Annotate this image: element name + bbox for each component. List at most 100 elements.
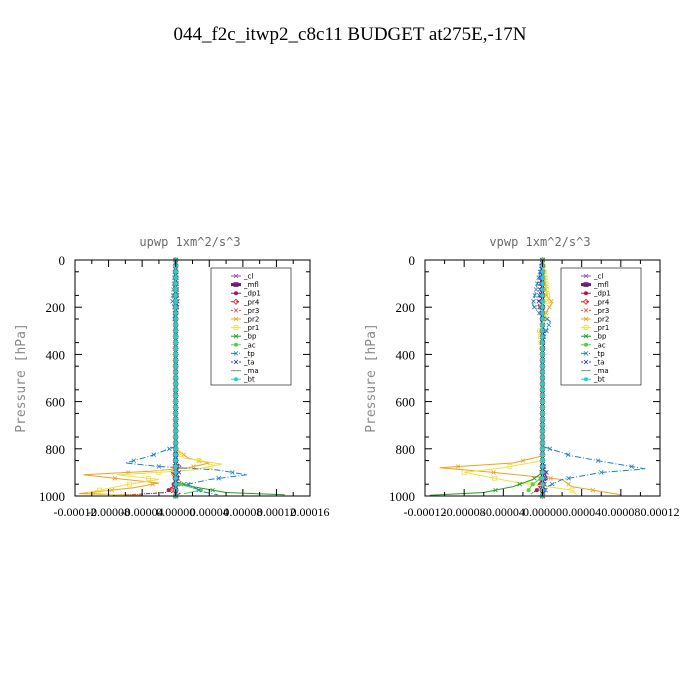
data-point bbox=[210, 487, 215, 493]
legend-marker bbox=[234, 291, 238, 296]
legend-label: _mfl bbox=[243, 281, 259, 289]
y-tick-label: 800 bbox=[46, 442, 66, 457]
legend-marker bbox=[233, 351, 239, 356]
data-point bbox=[531, 299, 536, 304]
data-point bbox=[540, 405, 545, 410]
data-point bbox=[540, 317, 545, 321]
data-point bbox=[540, 393, 545, 398]
legend-label: _cl bbox=[243, 273, 253, 281]
legend-marker bbox=[583, 359, 589, 365]
data-point bbox=[173, 293, 178, 298]
data-point bbox=[540, 435, 545, 439]
legend-label: _pr1 bbox=[243, 324, 259, 332]
data-point bbox=[196, 458, 202, 464]
data-point bbox=[491, 470, 496, 475]
data-point bbox=[540, 275, 545, 280]
legend-label: _ac bbox=[243, 341, 256, 349]
data-point bbox=[540, 358, 545, 363]
data-point bbox=[540, 476, 545, 481]
data-point bbox=[156, 464, 162, 469]
data-point bbox=[173, 322, 178, 327]
legend-label: _pr4 bbox=[243, 298, 260, 306]
x-tick-label: 0.00000 bbox=[523, 505, 562, 519]
data-point bbox=[565, 452, 571, 457]
y-tick-label: 1000 bbox=[39, 489, 65, 504]
data-point bbox=[191, 464, 196, 469]
data-point bbox=[540, 322, 545, 327]
data-point bbox=[540, 482, 545, 487]
data-point bbox=[170, 299, 175, 304]
series-line_pr2 bbox=[79, 260, 210, 496]
x-tick-label: 0.00004 bbox=[562, 505, 601, 519]
chart-panel-vpwp: vpwp 1xm^2/s^3 Pressure [hPa] 0 200 400 600 80… bbox=[364, 235, 680, 519]
data-point bbox=[173, 482, 178, 487]
y-tick-label: 1000 bbox=[389, 489, 415, 504]
data-point bbox=[173, 281, 178, 286]
x-tick-label: 0.00008 bbox=[601, 505, 640, 519]
data-point bbox=[540, 299, 545, 304]
data-point bbox=[540, 381, 545, 386]
data-point bbox=[517, 481, 522, 487]
x-tick-label: -0.00012 bbox=[54, 505, 97, 519]
data-point bbox=[173, 464, 178, 469]
data-point bbox=[173, 393, 178, 398]
data-point bbox=[540, 293, 545, 298]
legend-marker bbox=[583, 325, 589, 331]
y-axis-label: Pressure [hPa] bbox=[14, 323, 29, 433]
legend-label: _dp1 bbox=[593, 290, 611, 298]
data-point bbox=[173, 364, 178, 369]
y-tick-label: 0 bbox=[409, 253, 416, 268]
data-point bbox=[549, 299, 554, 304]
data-point bbox=[196, 487, 202, 493]
data-point bbox=[173, 376, 178, 380]
data-point bbox=[526, 488, 531, 493]
data-point bbox=[173, 405, 178, 410]
data-point bbox=[173, 399, 178, 404]
legend-marker bbox=[233, 333, 239, 339]
data-point bbox=[173, 269, 178, 274]
legend-label: _bp bbox=[593, 333, 607, 341]
legend-label: _mfl bbox=[593, 281, 609, 289]
data-point bbox=[547, 304, 552, 310]
x-tick-label: -0.00012 bbox=[404, 505, 447, 519]
legend-marker bbox=[583, 308, 589, 313]
panel-title: upwp 1xm^2/s^3 bbox=[139, 235, 240, 249]
data-point bbox=[540, 281, 545, 286]
data-point bbox=[173, 446, 178, 451]
data-point bbox=[178, 452, 184, 458]
data-point bbox=[540, 411, 545, 416]
data-point bbox=[540, 269, 545, 274]
data-point bbox=[629, 464, 634, 469]
data-point bbox=[507, 464, 513, 469]
data-point bbox=[566, 476, 571, 481]
legend-marker bbox=[233, 273, 239, 279]
data-point bbox=[540, 464, 545, 469]
data-point bbox=[146, 475, 151, 481]
data-point bbox=[173, 387, 178, 392]
data-point bbox=[595, 458, 601, 463]
y-tick-label: 400 bbox=[396, 347, 416, 362]
data-point bbox=[112, 476, 118, 481]
data-point bbox=[173, 340, 178, 345]
data-point bbox=[173, 287, 178, 292]
data-point bbox=[173, 381, 178, 386]
data-point bbox=[540, 287, 545, 292]
data-point bbox=[461, 469, 467, 475]
data-point bbox=[532, 476, 537, 481]
data-point bbox=[492, 475, 498, 481]
legend-marker bbox=[583, 333, 589, 339]
figure-title: 044_f2c_itwp2_c8c11 BUDGET at275E,-17N bbox=[173, 24, 526, 45]
data-point bbox=[173, 275, 178, 280]
data-point bbox=[173, 317, 178, 321]
legend-label: _pr1 bbox=[593, 324, 609, 332]
data-point bbox=[173, 352, 178, 357]
legend-marker bbox=[234, 377, 238, 382]
data-point bbox=[520, 458, 526, 463]
data-point bbox=[532, 304, 537, 310]
x-tick-label: 0.00012 bbox=[641, 505, 680, 519]
series-line_ta bbox=[538, 259, 547, 497]
data-point bbox=[167, 446, 172, 452]
data-point bbox=[544, 316, 550, 322]
data-point bbox=[173, 429, 178, 434]
